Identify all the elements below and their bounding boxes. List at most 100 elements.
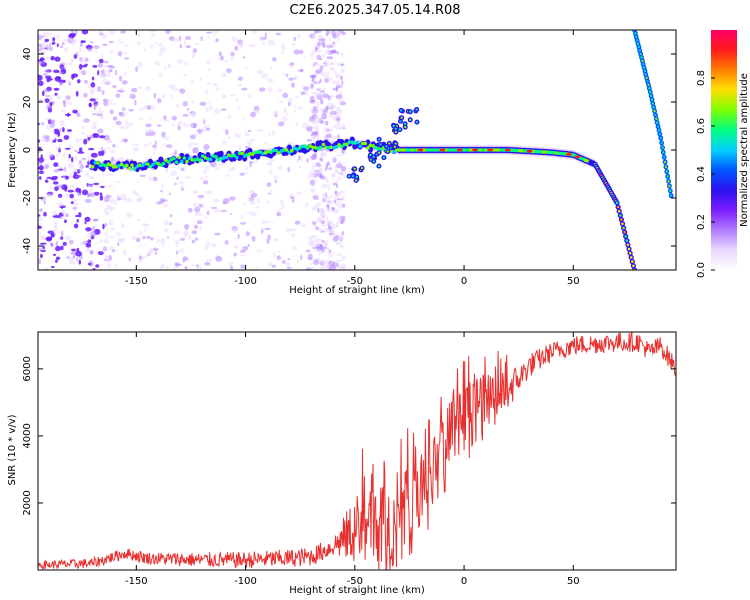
noise-speck <box>330 223 338 229</box>
noise-speck <box>222 60 230 63</box>
noise-speck <box>77 151 85 154</box>
trace-core <box>622 226 625 230</box>
trace-core <box>634 32 637 35</box>
noise-speck <box>328 110 336 115</box>
noise-speck <box>75 250 82 257</box>
noise-speck <box>157 43 164 47</box>
noise-speck <box>199 77 203 81</box>
noise-speck <box>59 119 65 126</box>
noise-speck <box>42 73 48 76</box>
noise-speck <box>183 62 189 65</box>
noise-speck <box>97 70 100 76</box>
trace-core <box>641 59 644 63</box>
noise-speck <box>227 114 232 119</box>
noise-speck <box>316 49 322 53</box>
noise-speck <box>95 264 100 268</box>
trace-point <box>218 150 224 158</box>
noise-speck <box>86 233 93 238</box>
noise-speck <box>87 192 91 198</box>
noise-speck <box>179 237 186 241</box>
trace-core <box>408 148 412 152</box>
trace-core <box>130 163 134 167</box>
noise-speck <box>241 87 248 91</box>
noise-speck <box>194 206 201 213</box>
trace-core <box>190 157 195 162</box>
noise-speck <box>243 167 250 171</box>
noise-speck <box>84 63 88 66</box>
noise-speck <box>169 222 173 226</box>
noise-speck <box>88 147 95 151</box>
noise-speck <box>268 80 274 83</box>
noise-speck <box>338 97 344 102</box>
trace-core <box>298 146 302 150</box>
noise-speck <box>251 235 256 242</box>
trace-core <box>358 144 362 149</box>
noise-speck <box>214 232 221 236</box>
noise-speck <box>123 72 128 76</box>
noise-speck <box>261 73 268 79</box>
noise-speck <box>101 52 104 57</box>
noise-speck <box>53 221 58 225</box>
noise-speck <box>160 266 163 270</box>
noise-speck <box>274 179 277 183</box>
noise-speck <box>338 206 343 209</box>
trace-core <box>366 146 370 150</box>
noise-speck <box>109 149 117 154</box>
noise-speck <box>323 128 329 133</box>
noise-speck <box>78 259 82 265</box>
noise-speck <box>206 60 211 64</box>
noise-speck <box>81 132 85 136</box>
y-tick-label: -20 <box>22 190 33 206</box>
noise-speck <box>176 167 182 170</box>
noise-speck <box>326 129 330 132</box>
noise-speck <box>246 140 253 146</box>
noise-speck <box>256 198 260 204</box>
noise-speck <box>315 46 318 51</box>
noise-speck <box>163 142 166 147</box>
noise-speck <box>46 105 52 110</box>
noise-speck <box>325 32 329 37</box>
noise-speck <box>234 133 241 139</box>
noise-speck <box>322 87 327 91</box>
noise-speck <box>204 89 209 96</box>
noise-speck <box>184 36 192 40</box>
noise-speck <box>110 227 116 231</box>
noise-speck <box>84 79 88 84</box>
noise-speck <box>198 204 203 208</box>
noise-speck <box>184 223 190 230</box>
noise-speck <box>324 49 332 54</box>
trace-core <box>664 160 667 164</box>
colorbar-gradient <box>711 30 737 270</box>
noise-speck <box>136 41 141 46</box>
noise-speck <box>109 40 114 44</box>
trace-core <box>515 148 520 153</box>
noise-speck <box>213 208 220 213</box>
noise-speck <box>154 148 158 151</box>
noise-speck <box>168 64 172 67</box>
noise-speck <box>272 110 278 115</box>
noise-speck <box>137 258 143 264</box>
noise-speck <box>79 58 85 65</box>
trace-core <box>669 189 672 193</box>
noise-speck <box>335 259 343 263</box>
noise-speck <box>274 174 278 180</box>
noise-speck <box>326 215 329 221</box>
noise-speck <box>115 120 122 126</box>
trace-core <box>541 150 546 154</box>
noise-speck <box>43 200 46 205</box>
noise-speck <box>327 184 330 191</box>
noise-speck <box>271 264 276 268</box>
noise-speck <box>329 265 336 270</box>
noise-speck <box>64 219 67 224</box>
noise-speck <box>331 49 337 53</box>
noise-speck <box>159 46 167 53</box>
noise-speck <box>231 166 236 171</box>
noise-speck <box>310 188 316 194</box>
noise-speck <box>152 176 158 182</box>
trace-core <box>502 148 507 152</box>
noise-speck <box>281 260 286 264</box>
noise-speck <box>335 201 342 207</box>
noise-speck <box>67 129 72 132</box>
noise-speck <box>340 68 345 74</box>
noise-speck <box>196 128 203 134</box>
